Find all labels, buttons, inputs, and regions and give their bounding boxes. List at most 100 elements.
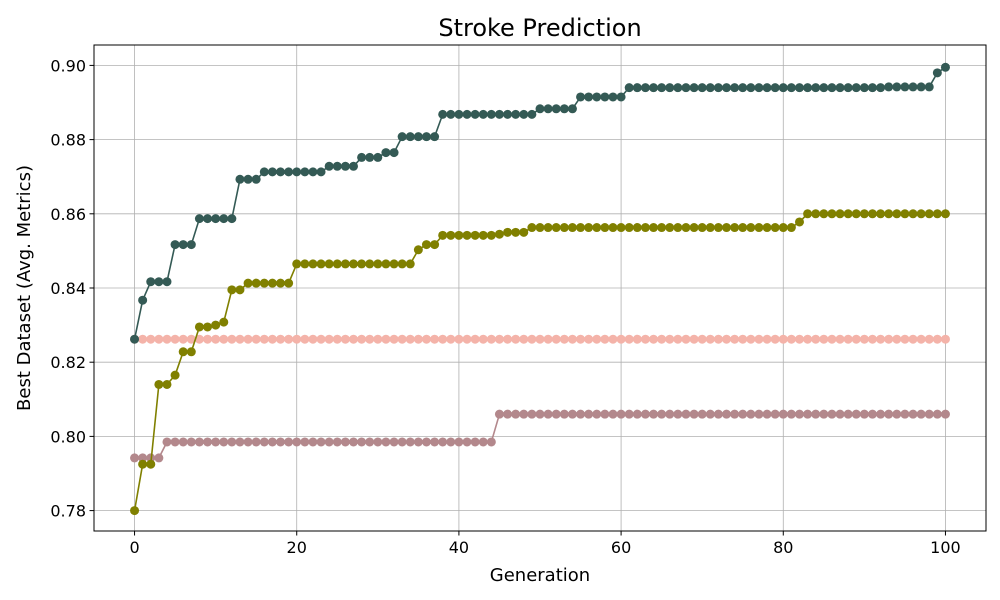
data-point	[243, 174, 253, 184]
data-point	[186, 240, 196, 250]
data-point	[819, 83, 829, 93]
data-point	[535, 223, 545, 233]
data-point	[940, 62, 950, 72]
data-point	[519, 109, 529, 119]
data-point	[819, 409, 829, 419]
data-point	[494, 409, 504, 419]
data-point	[373, 259, 383, 269]
data-point	[835, 209, 845, 219]
data-point	[940, 409, 950, 419]
data-point	[503, 334, 513, 344]
data-point	[430, 132, 440, 142]
data-point	[348, 334, 358, 344]
data-point	[543, 334, 553, 344]
data-point	[324, 161, 334, 171]
data-point	[940, 209, 950, 219]
data-point	[170, 240, 180, 250]
data-point	[138, 459, 148, 469]
x-tick-label: 60	[611, 538, 631, 557]
data-point	[811, 83, 821, 93]
data-point	[689, 334, 699, 344]
data-point	[348, 161, 358, 171]
series-2	[130, 209, 950, 516]
data-point	[462, 230, 472, 240]
data-point	[259, 167, 269, 177]
data-point	[194, 322, 204, 332]
data-point	[786, 223, 796, 233]
data-point	[932, 334, 942, 344]
data-point	[219, 317, 229, 327]
data-point	[211, 437, 221, 447]
data-point	[811, 409, 821, 419]
data-point	[381, 437, 391, 447]
data-point	[381, 148, 391, 158]
y-tick-label: 0.88	[50, 131, 86, 150]
data-point	[876, 209, 886, 219]
data-point	[421, 437, 431, 447]
data-point	[843, 334, 853, 344]
data-point	[616, 223, 626, 233]
data-point	[835, 334, 845, 344]
data-point	[243, 334, 253, 344]
data-point	[754, 409, 764, 419]
data-point	[486, 334, 496, 344]
data-point	[770, 334, 780, 344]
data-point	[154, 334, 164, 344]
data-point	[203, 322, 213, 332]
data-point	[592, 223, 602, 233]
data-point	[543, 104, 553, 114]
data-point	[559, 409, 569, 419]
data-point	[511, 409, 521, 419]
data-point	[470, 334, 480, 344]
data-point	[884, 409, 894, 419]
data-point	[357, 259, 367, 269]
data-point	[146, 459, 156, 469]
data-point	[405, 334, 415, 344]
data-point	[397, 259, 407, 269]
data-point	[186, 347, 196, 357]
data-point	[640, 409, 650, 419]
data-point	[803, 83, 813, 93]
data-point	[308, 334, 318, 344]
data-point	[194, 437, 204, 447]
data-point	[827, 83, 837, 93]
data-point	[276, 167, 286, 177]
data-point	[649, 223, 659, 233]
data-point	[876, 334, 886, 344]
data-point	[640, 83, 650, 93]
data-point	[243, 437, 253, 447]
data-point	[730, 334, 740, 344]
data-point	[778, 223, 788, 233]
series-3	[130, 62, 950, 344]
data-point	[665, 83, 675, 93]
data-point	[470, 109, 480, 119]
data-point	[235, 334, 245, 344]
data-point	[519, 227, 529, 237]
data-point	[373, 334, 383, 344]
data-point	[365, 152, 375, 162]
data-point	[713, 334, 723, 344]
data-point	[803, 334, 813, 344]
data-point	[267, 334, 277, 344]
data-point	[446, 109, 456, 119]
data-point	[462, 109, 472, 119]
data-point	[227, 334, 237, 344]
data-point	[154, 453, 164, 463]
data-point	[203, 214, 213, 224]
data-point	[178, 240, 188, 250]
series-layer	[130, 62, 950, 516]
data-point	[421, 334, 431, 344]
data-point	[616, 92, 626, 102]
data-point	[916, 334, 926, 344]
data-point	[657, 223, 667, 233]
data-point	[454, 230, 464, 240]
data-point	[430, 240, 440, 250]
data-point	[340, 161, 350, 171]
data-point	[267, 278, 277, 288]
data-point	[478, 109, 488, 119]
data-point	[689, 409, 699, 419]
data-point	[624, 409, 634, 419]
chart-title: Stroke Prediction	[438, 14, 641, 42]
data-point	[284, 167, 294, 177]
data-point	[786, 409, 796, 419]
